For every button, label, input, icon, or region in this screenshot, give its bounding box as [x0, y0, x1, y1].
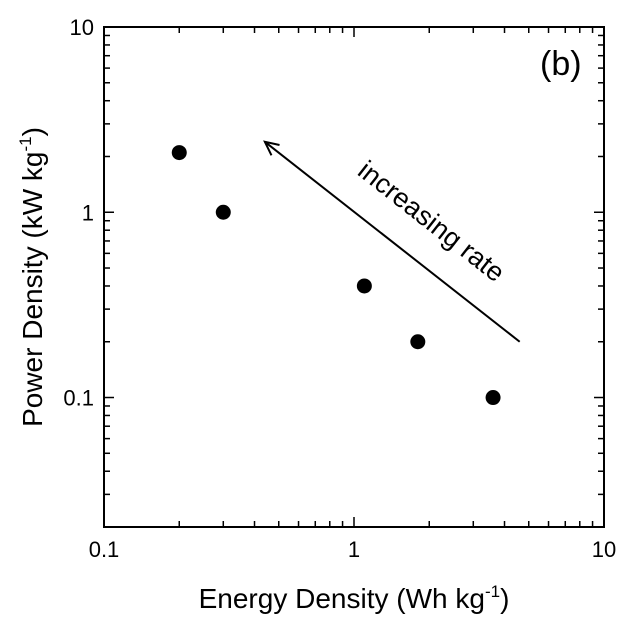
data-point — [215, 204, 231, 220]
data-point — [356, 278, 372, 294]
points-layer — [171, 145, 501, 406]
x-axis-title-text: Energy Density (Wh kg — [199, 583, 485, 614]
y-axis-title-close: ) — [17, 127, 48, 136]
panel-label: (b) — [540, 45, 582, 83]
y-tick-label: 10 — [70, 15, 94, 40]
annotation-layer: increasing rate — [263, 140, 521, 343]
data-point — [171, 145, 187, 161]
x-tick-label: 0.1 — [89, 537, 120, 562]
y-axis-title: Power Density (kW kg-1) — [16, 127, 48, 427]
tick-labels-layer: 0.1 1 10 0.1 1 10 — [63, 15, 616, 562]
y-axis-title-superscript: -1 — [16, 136, 35, 151]
data-point — [410, 334, 426, 350]
x-axis-title-close: ) — [500, 583, 509, 614]
annotation-arrow-line — [264, 141, 521, 343]
x-axis-title: Energy Density (Wh kg-1) — [199, 582, 510, 614]
data-point — [485, 390, 501, 406]
x-tick-label: 1 — [348, 537, 360, 562]
annotation-arrow-head — [263, 140, 280, 156]
y-tick-label: 1 — [82, 200, 94, 225]
x-tick-label: 10 — [592, 537, 616, 562]
y-axis-title-text: Power Density (kW kg — [17, 152, 48, 427]
x-axis-title-superscript: -1 — [485, 582, 500, 601]
annotation-text: increasing rate — [352, 155, 510, 288]
plot-frame — [103, 26, 605, 528]
ticks-layer — [103, 27, 605, 528]
y-tick-label: 0.1 — [63, 386, 94, 411]
